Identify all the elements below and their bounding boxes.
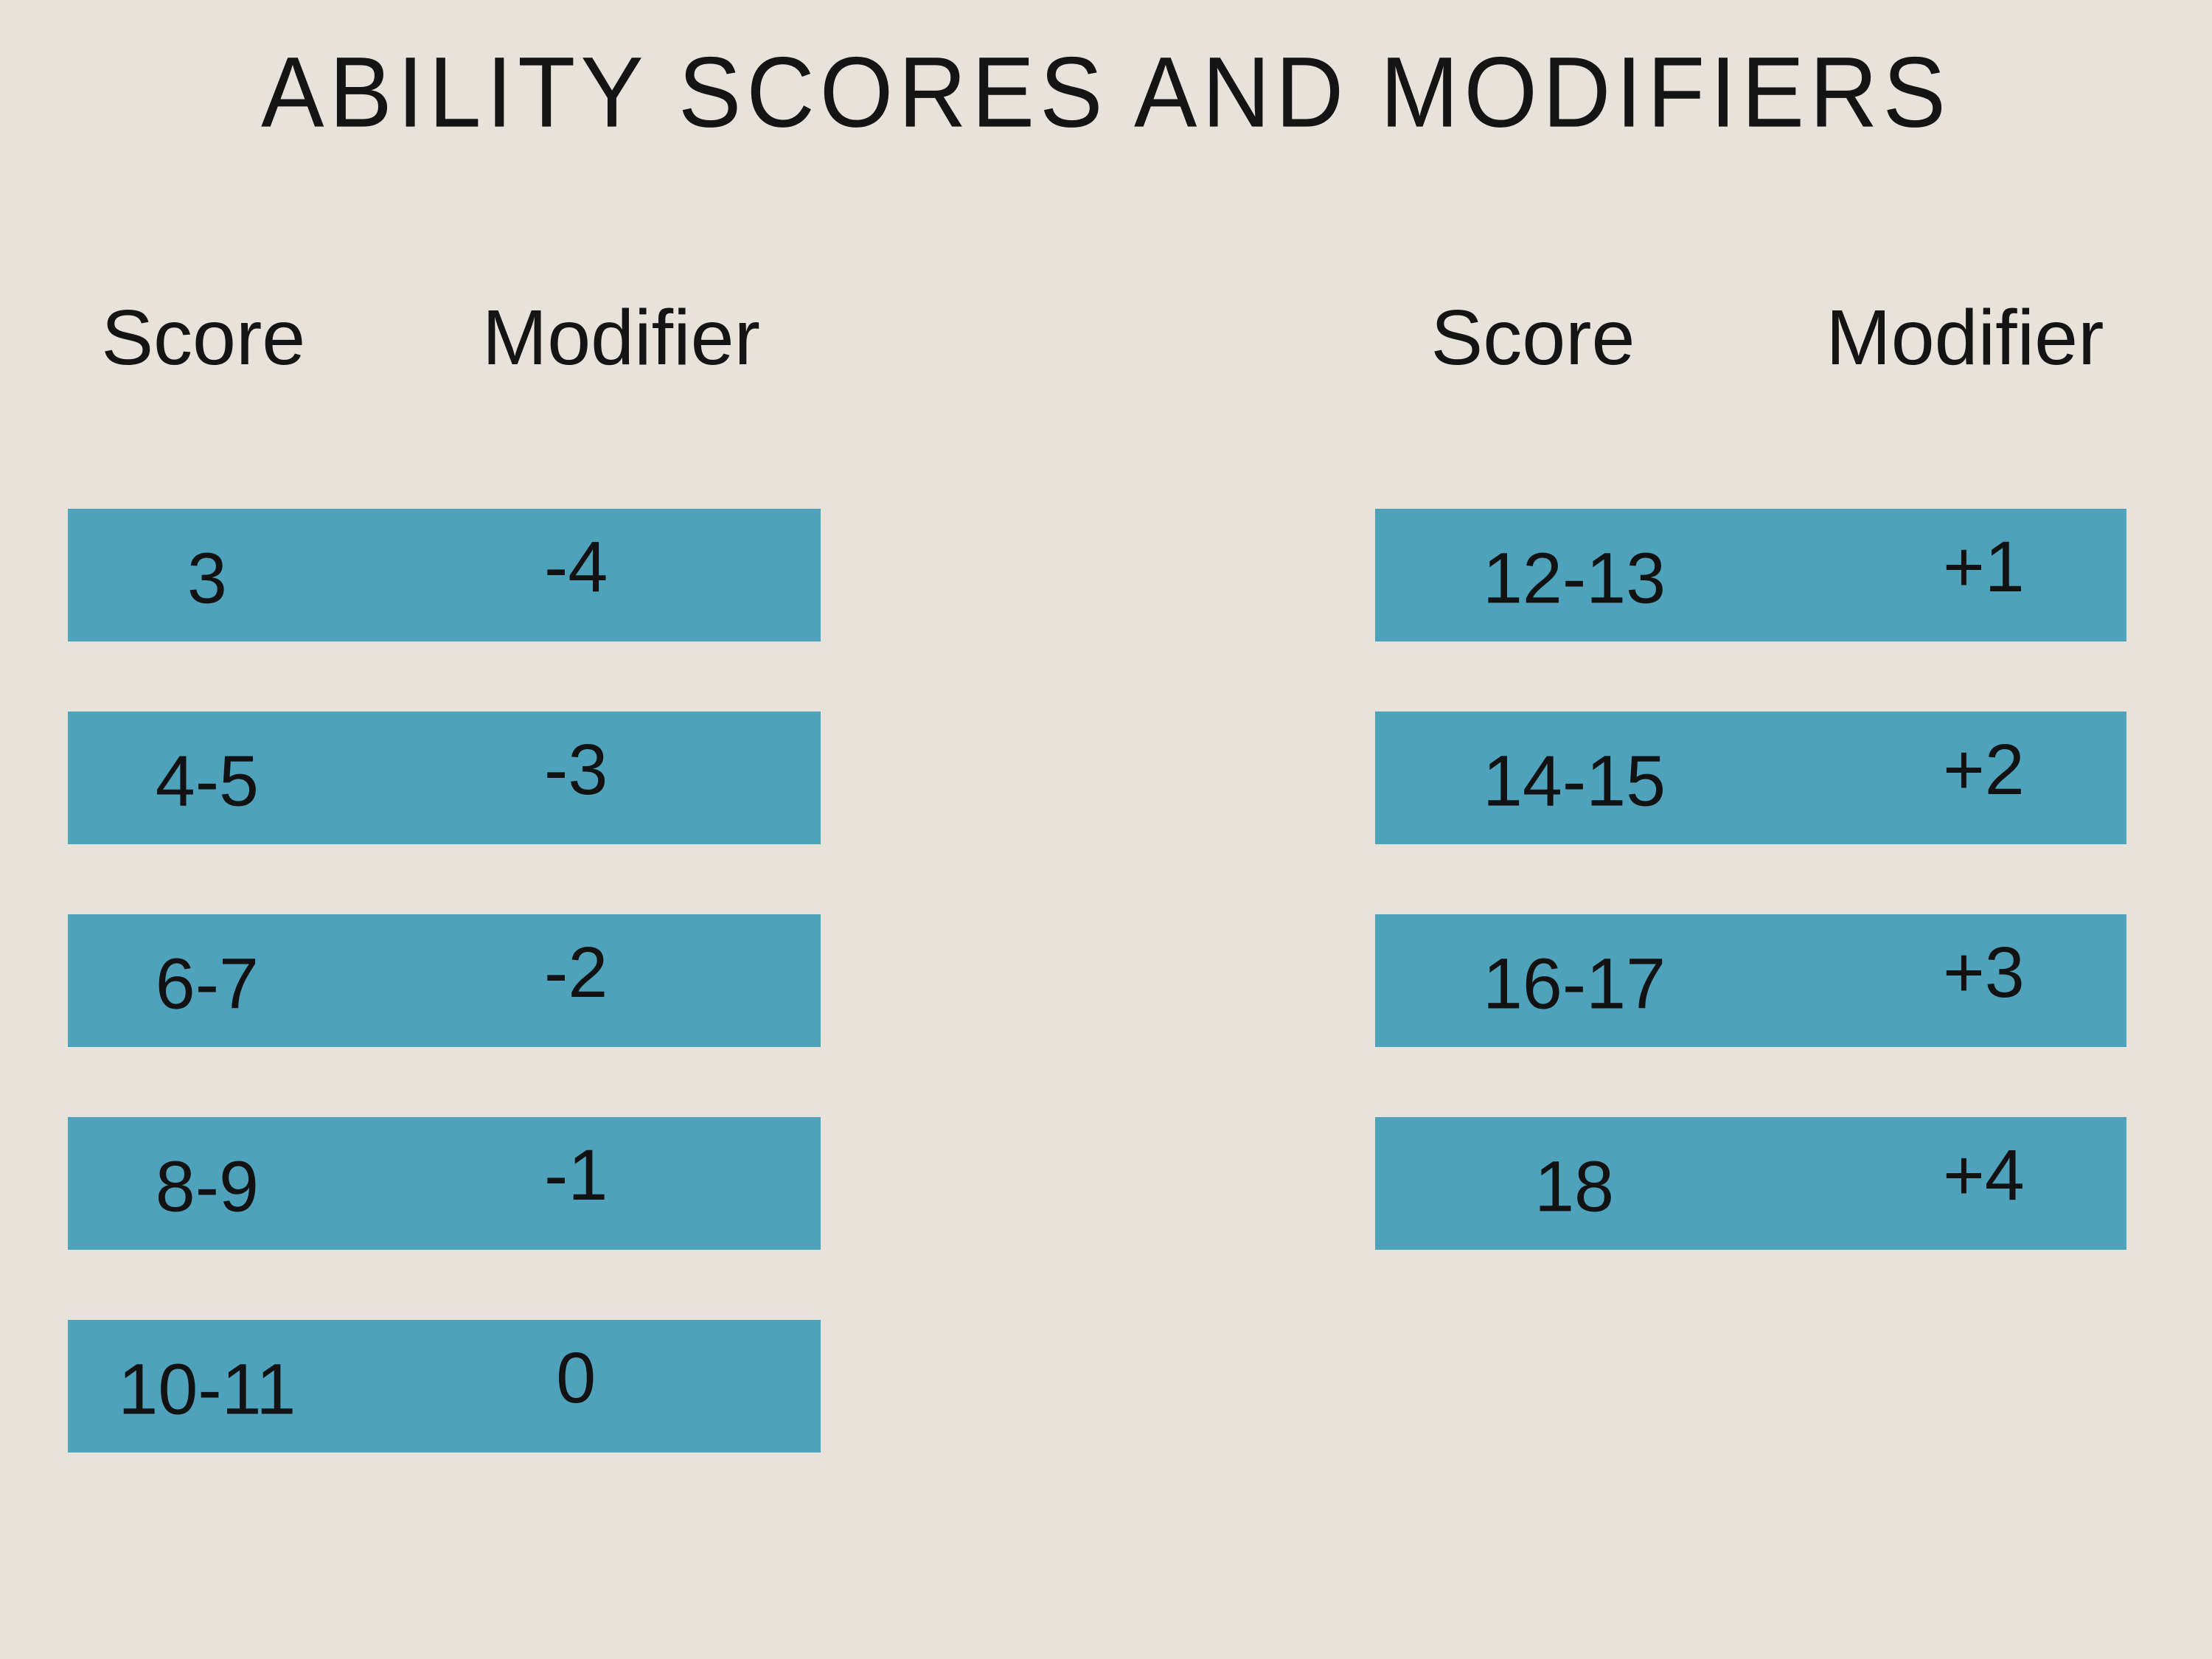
score-column-header: Score xyxy=(101,294,306,381)
score-table-left: Score Modifier 3 -4 4-5 -3 6-7 -2 8-9 -1… xyxy=(68,280,821,1523)
score-value: 10-11 xyxy=(118,1349,296,1430)
score-column-header: Score xyxy=(1430,294,1635,381)
table-row: 14-15 +2 xyxy=(1375,712,2126,844)
score-value: 8-9 xyxy=(155,1146,259,1227)
score-value: 18 xyxy=(1534,1146,1614,1227)
score-value: 3 xyxy=(187,538,227,619)
table-row: 18 +4 xyxy=(1375,1117,2126,1250)
table-header-row: Score Modifier xyxy=(1375,280,2126,509)
modifier-value: -3 xyxy=(544,728,608,810)
modifier-column-header: Modifier xyxy=(1826,294,2104,381)
modifier-value: +4 xyxy=(1943,1134,2025,1215)
score-table-right: Score Modifier 12-13 +1 14-15 +2 16-17 +… xyxy=(1375,280,2126,1320)
modifier-value: +3 xyxy=(1943,931,2025,1012)
table-row: 10-11 0 xyxy=(68,1320,821,1453)
modifier-value: -1 xyxy=(544,1134,608,1215)
modifier-value: +1 xyxy=(1943,526,2025,607)
score-value: 16-17 xyxy=(1482,943,1666,1024)
table-row: 6-7 -2 xyxy=(68,914,821,1047)
modifier-column-header: Modifier xyxy=(481,294,760,381)
score-value: 4-5 xyxy=(155,740,259,821)
score-value: 6-7 xyxy=(155,943,259,1024)
table-row: 12-13 +1 xyxy=(1375,509,2126,641)
modifier-value: +2 xyxy=(1943,728,2025,810)
table-row: 8-9 -1 xyxy=(68,1117,821,1250)
score-value: 14-15 xyxy=(1482,740,1666,821)
modifier-value: -4 xyxy=(544,526,608,607)
score-value: 12-13 xyxy=(1482,538,1666,619)
table-header-row: Score Modifier xyxy=(68,280,821,509)
table-row: 16-17 +3 xyxy=(1375,914,2126,1047)
table-row: 3 -4 xyxy=(68,509,821,641)
page-title: ABILITY SCORES AND MODIFIERS xyxy=(261,36,1951,149)
modifier-value: -2 xyxy=(544,931,608,1012)
modifier-value: 0 xyxy=(556,1337,597,1418)
table-row: 4-5 -3 xyxy=(68,712,821,844)
